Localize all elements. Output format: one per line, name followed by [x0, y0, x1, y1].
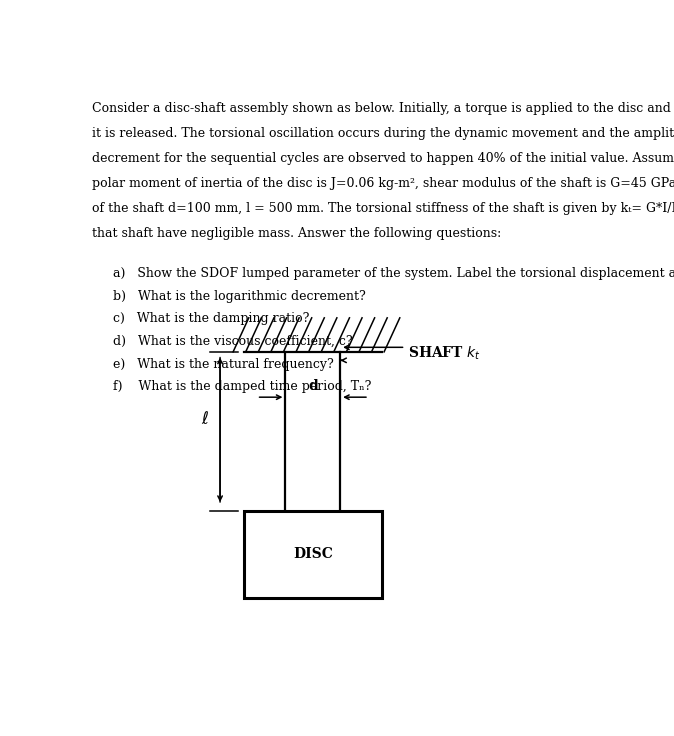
Text: it is released. The torsional oscillation occurs during the dynamic movement and: it is released. The torsional oscillatio…: [92, 127, 674, 141]
Bar: [243, 511, 382, 598]
Text: SHAFT $k_t$: SHAFT $k_t$: [408, 345, 481, 362]
Text: DISC: DISC: [293, 548, 333, 562]
Text: b)   What is the logarithmic decrement?: b) What is the logarithmic decrement?: [113, 289, 366, 302]
Text: f)    What is the damped time period, Tₙ?: f) What is the damped time period, Tₙ?: [113, 381, 371, 393]
Text: that shaft have negligible mass. Answer the following questions:: that shaft have negligible mass. Answer …: [92, 227, 501, 240]
Text: decrement for the sequential cycles are observed to happen 40% of the initial va: decrement for the sequential cycles are …: [92, 152, 674, 166]
Text: Consider a disc-shaft assembly shown as below. Initially, a torque is applied to: Consider a disc-shaft assembly shown as …: [92, 102, 674, 116]
Text: of the shaft d=100 mm, l = 500 mm. The torsional stiffness of the shaft is given: of the shaft d=100 mm, l = 500 mm. The t…: [92, 202, 674, 215]
Text: polar moment of inertia of the disc is J=0.06 kg-m², shear modulus of the shaft : polar moment of inertia of the disc is J…: [92, 177, 674, 191]
Text: c)   What is the damping ratio?: c) What is the damping ratio?: [113, 312, 309, 325]
Text: e)   What is the natural frequency?: e) What is the natural frequency?: [113, 358, 334, 370]
Text: d: d: [308, 378, 317, 392]
Text: a)   Show the SDOF lumped parameter of the system. Label the torsional displacem: a) Show the SDOF lumped parameter of the…: [113, 267, 674, 280]
Text: d)   What is the viscous coefficient, c?: d) What is the viscous coefficient, c?: [113, 335, 353, 348]
Text: $\ell$: $\ell$: [202, 411, 210, 428]
